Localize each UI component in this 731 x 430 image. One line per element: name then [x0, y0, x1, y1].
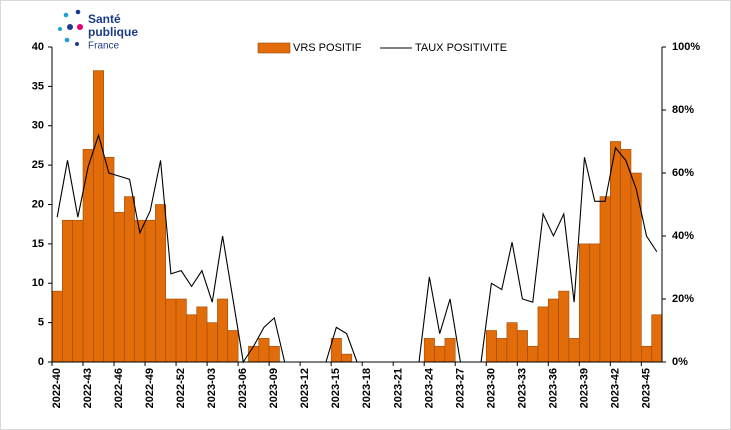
bar [641, 345, 652, 363]
bar [248, 345, 260, 363]
y-tick-label: 15 [32, 238, 44, 250]
x-tick-label: 2023-18 [361, 368, 373, 408]
legend-swatch [257, 42, 291, 54]
y2-tick-label: 60% [672, 167, 694, 179]
x-tick-label: 2023-09 [268, 368, 280, 408]
bar [206, 322, 218, 363]
logo-text: Santé [88, 12, 121, 26]
bar [558, 290, 570, 363]
bar [527, 345, 539, 363]
bar [496, 338, 508, 363]
logo-dot [58, 27, 62, 31]
bar [578, 243, 590, 363]
bar [134, 219, 146, 363]
bar [258, 338, 270, 363]
bar [444, 338, 456, 363]
logo: Santé publique France [58, 9, 138, 52]
y-tick-label: 40 [32, 41, 44, 53]
y-tick-label: 0 [38, 356, 44, 368]
bar [620, 149, 632, 363]
bar [651, 314, 663, 363]
x-tick-label: 2022-40 [51, 368, 63, 408]
y-tick-label: 30 [32, 120, 44, 132]
bar [506, 322, 518, 363]
bar [217, 298, 229, 363]
logo-dot [67, 24, 73, 30]
bar [144, 219, 156, 363]
y-tick-label: 5 [38, 317, 44, 329]
x-tick-label: 2023-36 [547, 368, 559, 408]
bar [516, 330, 528, 363]
y2-tick-label: 80% [672, 104, 694, 116]
x-tick-label: 2023-45 [640, 368, 652, 408]
x-tick-label: 2023-12 [299, 368, 311, 408]
bar [51, 290, 63, 363]
bar [175, 298, 187, 363]
logo-dot [64, 37, 70, 43]
x-tick-label: 2022-49 [144, 368, 156, 408]
x-tick-label: 2023-42 [609, 368, 621, 408]
bar [227, 330, 239, 363]
y2-tick-label: 0% [672, 356, 688, 368]
bar [93, 70, 104, 363]
y2-tick-label: 40% [672, 230, 694, 242]
bar [196, 306, 208, 363]
x-tick-label: 2023-06 [237, 368, 249, 408]
bar [537, 306, 549, 363]
y-tick-label: 35 [32, 80, 44, 92]
bar [630, 172, 642, 363]
y2-tick-label: 20% [672, 293, 694, 305]
logo-dot [63, 12, 69, 18]
x-tick-label: 2022-43 [82, 368, 94, 408]
bar [589, 243, 601, 363]
x-tick-label: 2023-30 [485, 368, 497, 408]
bar [62, 219, 73, 363]
bar [341, 353, 353, 363]
bar [124, 196, 136, 363]
bar [186, 314, 198, 363]
y-tick-label: 10 [32, 277, 44, 289]
bar [330, 338, 342, 363]
bar [103, 156, 115, 363]
logo-dot [75, 9, 81, 15]
y2-tick-label: 100% [672, 41, 700, 53]
bar [113, 212, 125, 363]
bar [485, 330, 497, 363]
logo-text: France [88, 41, 120, 52]
bar [599, 196, 611, 363]
x-tick-label: 2023-27 [454, 368, 466, 408]
x-tick-label: 2023-39 [578, 368, 590, 408]
bar [547, 298, 559, 363]
bar [155, 204, 167, 363]
bar [72, 219, 84, 363]
logo-text: publique [88, 25, 138, 39]
bar [434, 345, 446, 363]
bar [268, 345, 280, 363]
x-tick-label: 2023-24 [423, 367, 435, 408]
y-tick-label: 25 [32, 159, 44, 171]
x-tick-label: 2023-03 [206, 368, 218, 408]
x-tick-label: 2023-33 [516, 368, 528, 408]
x-tick-label: 2022-52 [175, 368, 187, 408]
x-tick-label: 2023-21 [392, 368, 404, 408]
x-tick-label: 2022-46 [113, 368, 125, 408]
logo-dot [77, 24, 83, 30]
x-tick-label: 2023-15 [330, 368, 342, 408]
legend-label: TAUX POSITIVITE [415, 42, 507, 54]
bar [82, 149, 94, 363]
y-tick-label: 20 [32, 198, 44, 210]
bar [610, 141, 621, 363]
logo-dot [75, 42, 79, 46]
legend-label: VRS POSITIF [293, 42, 362, 54]
bar [423, 338, 435, 363]
bar [165, 298, 177, 363]
bar [568, 338, 580, 363]
